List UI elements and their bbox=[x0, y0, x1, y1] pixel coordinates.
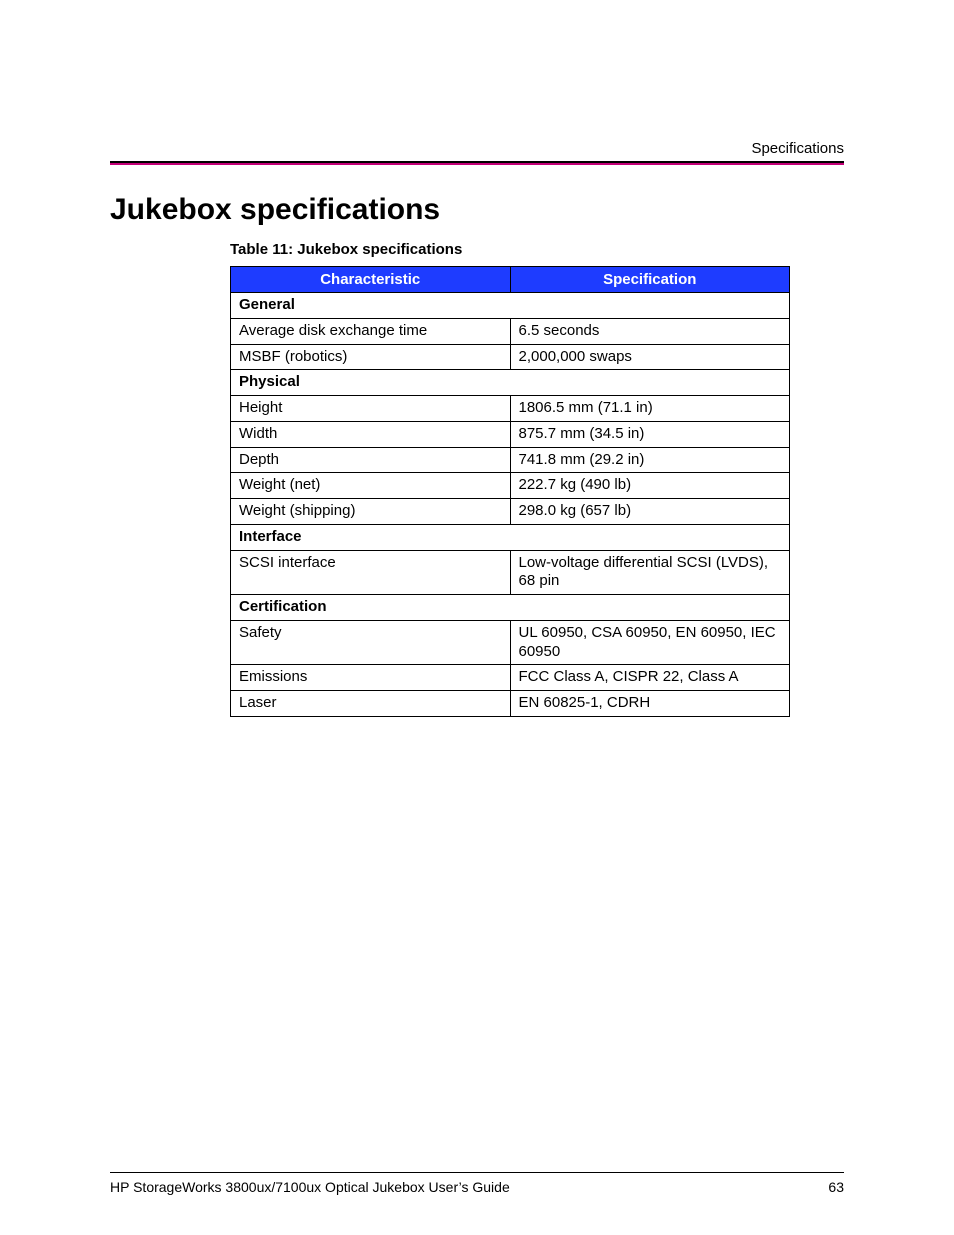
characteristic-cell: Weight (net) bbox=[231, 473, 511, 499]
characteristic-cell: Average disk exchange time bbox=[231, 318, 511, 344]
characteristic-cell: SCSI interface bbox=[231, 550, 511, 595]
spec-table-body: GeneralAverage disk exchange time6.5 sec… bbox=[231, 293, 790, 717]
table-row: General bbox=[231, 293, 790, 319]
spec-table-head: Characteristic Specification bbox=[231, 267, 790, 293]
section-cell: General bbox=[231, 293, 790, 319]
footer-rule bbox=[110, 1172, 844, 1173]
specification-cell: 1806.5 mm (71.1 in) bbox=[510, 396, 790, 422]
footer-row: HP StorageWorks 3800ux/7100ux Optical Ju… bbox=[110, 1179, 844, 1195]
characteristic-cell: Emissions bbox=[231, 665, 511, 691]
characteristic-cell: Width bbox=[231, 421, 511, 447]
table-row: Height1806.5 mm (71.1 in) bbox=[231, 396, 790, 422]
table-row: Interface bbox=[231, 524, 790, 550]
table-row: EmissionsFCC Class A, CISPR 22, Class A bbox=[231, 665, 790, 691]
specification-cell: Low-voltage differential SCSI (LVDS), 68… bbox=[510, 550, 790, 595]
specification-cell: 741.8 mm (29.2 in) bbox=[510, 447, 790, 473]
header-rule-accent bbox=[110, 163, 844, 165]
specification-cell: UL 60950, CSA 60950, EN 60950, IEC 60950 bbox=[510, 620, 790, 665]
specification-cell: 222.7 kg (490 lb) bbox=[510, 473, 790, 499]
table-row: Width875.7 mm (34.5 in) bbox=[231, 421, 790, 447]
footer-page-number: 63 bbox=[828, 1179, 844, 1195]
characteristic-cell: Laser bbox=[231, 691, 511, 717]
page: Specifications Jukebox specifications Ta… bbox=[0, 0, 954, 1235]
spec-table-header-row: Characteristic Specification bbox=[231, 267, 790, 293]
page-footer: HP StorageWorks 3800ux/7100ux Optical Ju… bbox=[110, 1172, 844, 1195]
section-cell: Physical bbox=[231, 370, 790, 396]
table-row: SCSI interfaceLow-voltage differential S… bbox=[231, 550, 790, 595]
section-cell: Certification bbox=[231, 595, 790, 621]
table-row: SafetyUL 60950, CSA 60950, EN 60950, IEC… bbox=[231, 620, 790, 665]
spec-table: Characteristic Specification GeneralAver… bbox=[230, 266, 790, 717]
table-row: Average disk exchange time6.5 seconds bbox=[231, 318, 790, 344]
table-container: Table 11: Jukebox specifications Charact… bbox=[230, 241, 790, 717]
table-caption: Table 11: Jukebox specifications bbox=[230, 241, 790, 258]
table-row: Weight (shipping)298.0 kg (657 lb) bbox=[231, 499, 790, 525]
table-row: MSBF (robotics)2,000,000 swaps bbox=[231, 344, 790, 370]
characteristic-cell: Weight (shipping) bbox=[231, 499, 511, 525]
table-row: Weight (net)222.7 kg (490 lb) bbox=[231, 473, 790, 499]
characteristic-cell: Safety bbox=[231, 620, 511, 665]
specification-cell: 2,000,000 swaps bbox=[510, 344, 790, 370]
characteristic-cell: Height bbox=[231, 396, 511, 422]
running-head: Specifications bbox=[110, 140, 844, 157]
table-row: Certification bbox=[231, 595, 790, 621]
characteristic-cell: MSBF (robotics) bbox=[231, 344, 511, 370]
table-row: LaserEN 60825-1, CDRH bbox=[231, 691, 790, 717]
section-cell: Interface bbox=[231, 524, 790, 550]
col-header-characteristic: Characteristic bbox=[231, 267, 511, 293]
section-title: Jukebox specifications bbox=[110, 193, 844, 227]
footer-left: HP StorageWorks 3800ux/7100ux Optical Ju… bbox=[110, 1179, 510, 1195]
specification-cell: 6.5 seconds bbox=[510, 318, 790, 344]
specification-cell: EN 60825-1, CDRH bbox=[510, 691, 790, 717]
table-row: Depth741.8 mm (29.2 in) bbox=[231, 447, 790, 473]
col-header-specification: Specification bbox=[510, 267, 790, 293]
characteristic-cell: Depth bbox=[231, 447, 511, 473]
table-row: Physical bbox=[231, 370, 790, 396]
specification-cell: 298.0 kg (657 lb) bbox=[510, 499, 790, 525]
specification-cell: FCC Class A, CISPR 22, Class A bbox=[510, 665, 790, 691]
specification-cell: 875.7 mm (34.5 in) bbox=[510, 421, 790, 447]
